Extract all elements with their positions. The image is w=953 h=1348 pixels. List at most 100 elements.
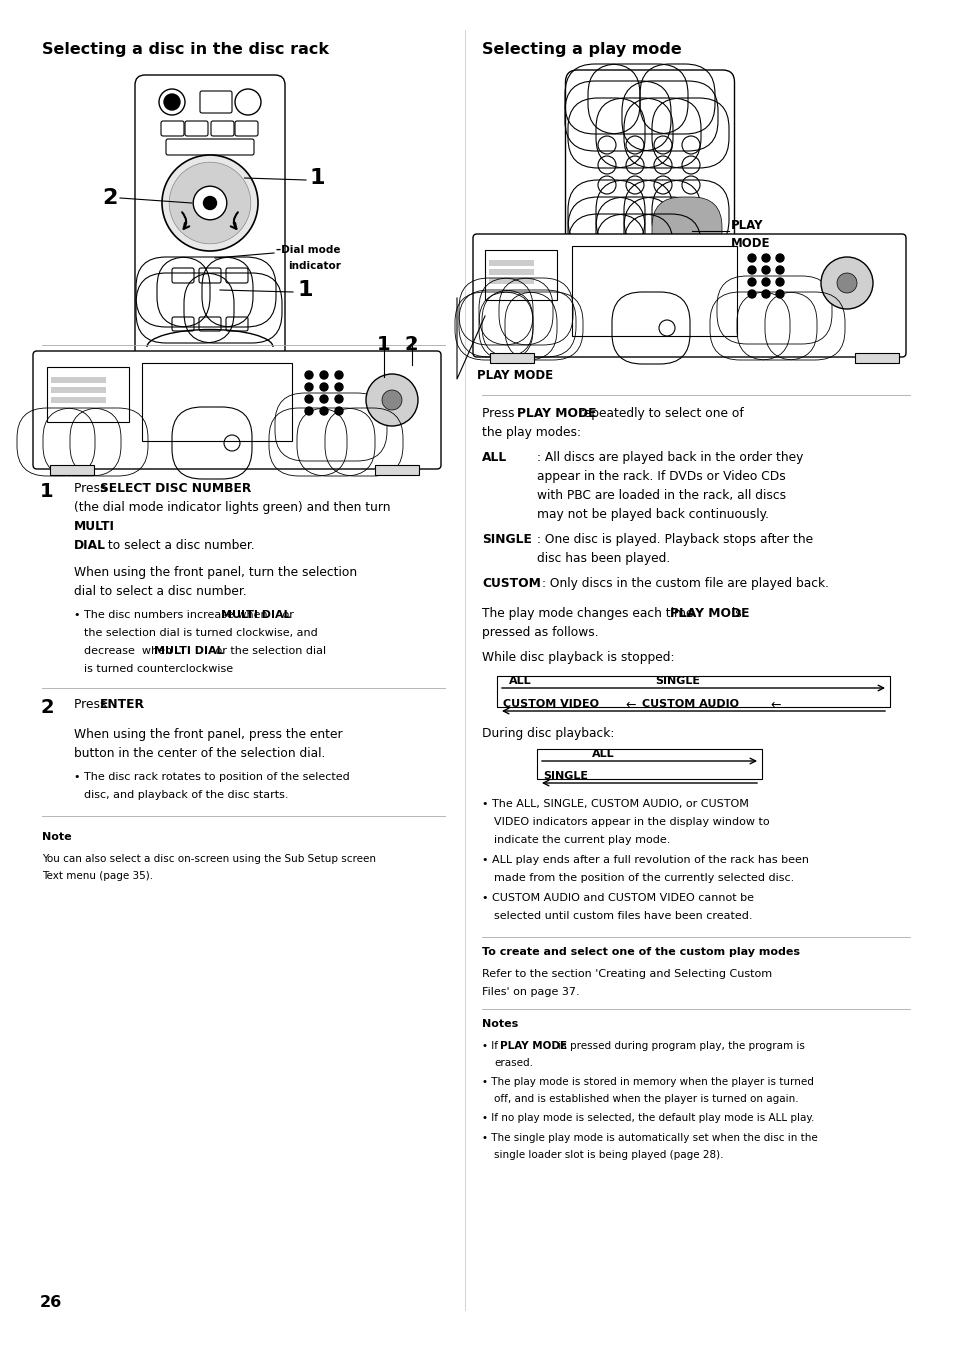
Text: or the selection dial: or the selection dial: [212, 646, 326, 656]
FancyBboxPatch shape: [135, 75, 285, 380]
Text: SINGLE: SINGLE: [542, 771, 587, 780]
Text: 2: 2: [403, 336, 417, 355]
Circle shape: [319, 407, 328, 415]
Text: PLAY MODE: PLAY MODE: [499, 1041, 566, 1051]
Text: Refer to the section 'Creating and Selecting Custom: Refer to the section 'Creating and Selec…: [481, 969, 771, 979]
Text: • The play mode is stored in memory when the player is turned: • The play mode is stored in memory when…: [481, 1077, 813, 1086]
Text: decrease  when: decrease when: [84, 646, 175, 656]
Text: VIDEO indicators appear in the display window to: VIDEO indicators appear in the display w…: [494, 817, 769, 828]
Text: SELECT DISC NUMBER: SELECT DISC NUMBER: [100, 483, 251, 495]
Bar: [572, 245, 737, 336]
Text: PLAY MODE: PLAY MODE: [669, 607, 749, 620]
Text: ←: ←: [769, 700, 780, 712]
Text: 2: 2: [102, 187, 117, 208]
Circle shape: [366, 373, 417, 426]
FancyBboxPatch shape: [33, 350, 440, 469]
Circle shape: [761, 290, 769, 298]
Text: ALL: ALL: [509, 675, 531, 686]
Circle shape: [761, 266, 769, 274]
Text: Note: Note: [42, 832, 71, 842]
Text: 2: 2: [40, 698, 53, 717]
FancyBboxPatch shape: [651, 197, 721, 266]
FancyBboxPatch shape: [473, 235, 905, 357]
Text: made from the position of the currently selected disc.: made from the position of the currently …: [494, 874, 794, 883]
Bar: [854, 353, 898, 363]
Bar: [142, 363, 292, 441]
Text: MULTI DIAL: MULTI DIAL: [221, 611, 291, 620]
Text: Selecting a disc in the disc rack: Selecting a disc in the disc rack: [42, 42, 329, 57]
Circle shape: [164, 94, 180, 111]
Text: • The disc numbers increase when: • The disc numbers increase when: [74, 611, 271, 620]
Circle shape: [747, 253, 755, 262]
Circle shape: [775, 266, 783, 274]
Text: You can also select a disc on-screen using the Sub Setup screen: You can also select a disc on-screen usi…: [42, 855, 375, 864]
Bar: [489, 278, 534, 284]
Text: with PBC are loaded in the rack, all discs: with PBC are loaded in the rack, all dis…: [537, 489, 785, 501]
Text: Press: Press: [74, 483, 111, 495]
Circle shape: [775, 278, 783, 286]
Text: : All discs are played back in the order they: : All discs are played back in the order…: [537, 452, 802, 464]
Text: or: or: [278, 611, 294, 620]
Text: button in the center of the selection dial.: button in the center of the selection di…: [74, 747, 325, 760]
Text: may not be played back continuously.: may not be played back continuously.: [537, 508, 768, 520]
Text: .: .: [141, 698, 145, 710]
Text: To create and select one of the custom play modes: To create and select one of the custom p…: [481, 948, 800, 957]
Text: : One disc is played. Playback stops after the: : One disc is played. Playback stops aft…: [537, 532, 812, 546]
Text: • ALL play ends after a full revolution of the rack has been: • ALL play ends after a full revolution …: [481, 855, 808, 865]
Circle shape: [305, 383, 313, 391]
Bar: [51, 377, 106, 383]
Text: is pressed during program play, the program is: is pressed during program play, the prog…: [555, 1041, 804, 1051]
Circle shape: [319, 371, 328, 379]
Text: PLAY MODE: PLAY MODE: [517, 407, 596, 421]
Text: Files' on page 37.: Files' on page 37.: [481, 987, 579, 998]
Bar: [497, 675, 889, 706]
Text: indicator: indicator: [288, 262, 340, 271]
Text: MULTI DIAL: MULTI DIAL: [153, 646, 223, 656]
Bar: [489, 270, 534, 275]
Bar: [51, 398, 106, 403]
Text: disc has been played.: disc has been played.: [537, 551, 670, 565]
Circle shape: [761, 278, 769, 286]
Circle shape: [836, 274, 856, 293]
Text: the play modes:: the play modes:: [481, 426, 580, 439]
Circle shape: [747, 266, 755, 274]
Text: Text menu (page 35).: Text menu (page 35).: [42, 871, 153, 882]
Circle shape: [305, 371, 313, 379]
Text: –Dial mode: –Dial mode: [275, 245, 340, 255]
Text: When using the front panel, turn the selection: When using the front panel, turn the sel…: [74, 566, 356, 580]
Text: When using the front panel, press the enter: When using the front panel, press the en…: [74, 728, 342, 741]
Text: • CUSTOM AUDIO and CUSTOM VIDEO cannot be: • CUSTOM AUDIO and CUSTOM VIDEO cannot b…: [481, 892, 753, 903]
Text: erased.: erased.: [494, 1058, 533, 1068]
Text: 26: 26: [40, 1295, 62, 1310]
Text: is: is: [727, 607, 741, 620]
FancyBboxPatch shape: [565, 70, 734, 305]
Circle shape: [203, 195, 217, 210]
Circle shape: [775, 253, 783, 262]
Circle shape: [305, 395, 313, 403]
Text: SINGLE: SINGLE: [655, 675, 700, 686]
Text: ALL: ALL: [481, 452, 507, 464]
Circle shape: [159, 89, 185, 115]
Text: SINGLE: SINGLE: [481, 532, 532, 546]
Circle shape: [335, 383, 343, 391]
Text: pressed as follows.: pressed as follows.: [481, 625, 598, 639]
Text: single loader slot is being played (page 28).: single loader slot is being played (page…: [494, 1150, 722, 1161]
Text: The play mode changes each time: The play mode changes each time: [481, 607, 697, 620]
Circle shape: [335, 371, 343, 379]
Text: off, and is established when the player is turned on again.: off, and is established when the player …: [494, 1095, 798, 1104]
Text: PLAY: PLAY: [730, 218, 762, 232]
Circle shape: [305, 407, 313, 415]
Circle shape: [335, 407, 343, 415]
Text: DIAL: DIAL: [74, 539, 106, 551]
Text: ALL: ALL: [592, 749, 614, 759]
Circle shape: [169, 162, 251, 244]
Bar: [537, 749, 761, 779]
Text: selected until custom files have been created.: selected until custom files have been cr…: [494, 911, 752, 921]
Text: 1: 1: [376, 336, 390, 355]
Text: repeatedly to select one of: repeatedly to select one of: [575, 407, 743, 421]
Text: Selecting a play mode: Selecting a play mode: [481, 42, 681, 57]
Text: Press: Press: [481, 407, 517, 421]
Text: Notes: Notes: [481, 1019, 517, 1029]
Circle shape: [775, 290, 783, 298]
Text: : Only discs in the custom file are played back.: : Only discs in the custom file are play…: [541, 577, 828, 590]
